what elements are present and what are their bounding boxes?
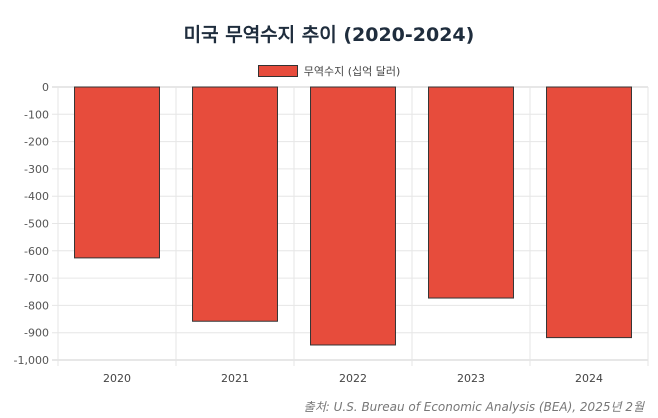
y-tick-label: -700 xyxy=(24,272,49,285)
y-tick-label: -900 xyxy=(24,327,49,340)
bar-2024 xyxy=(546,86,632,339)
x-tick-label: 2022 xyxy=(339,372,367,385)
y-tick-label: -300 xyxy=(24,163,49,176)
y-tick-label: 0 xyxy=(42,81,49,94)
y-tick-label: -200 xyxy=(24,136,49,149)
y-tick-label: -800 xyxy=(24,299,49,312)
x-tick-label: 2023 xyxy=(457,372,485,385)
x-tick-label: 2020 xyxy=(103,372,131,385)
y-tick-label: -100 xyxy=(24,108,49,121)
chart-title: 미국 무역수지 추이 (2020-2024) xyxy=(183,24,475,46)
legend-swatch xyxy=(257,65,298,77)
legend-label: 무역수지 (십억 달러) xyxy=(303,65,401,78)
bar-2021 xyxy=(192,86,278,322)
bar-2022 xyxy=(310,86,396,346)
bar-2020 xyxy=(74,86,160,259)
x-tick-label: 2024 xyxy=(575,372,603,385)
y-tick-label: -500 xyxy=(24,218,49,231)
x-tick-label: 2021 xyxy=(221,372,249,385)
y-tick-label: -400 xyxy=(24,190,49,203)
legend[interactable]: 무역수지 (십억 달러) xyxy=(0,63,658,79)
y-tick-label: -1,000 xyxy=(14,354,49,367)
bar-2023 xyxy=(428,86,514,299)
y-tick-label: -600 xyxy=(24,245,49,258)
source-note: 출처: U.S. Bureau of Economic Analysis (BE… xyxy=(303,400,644,414)
